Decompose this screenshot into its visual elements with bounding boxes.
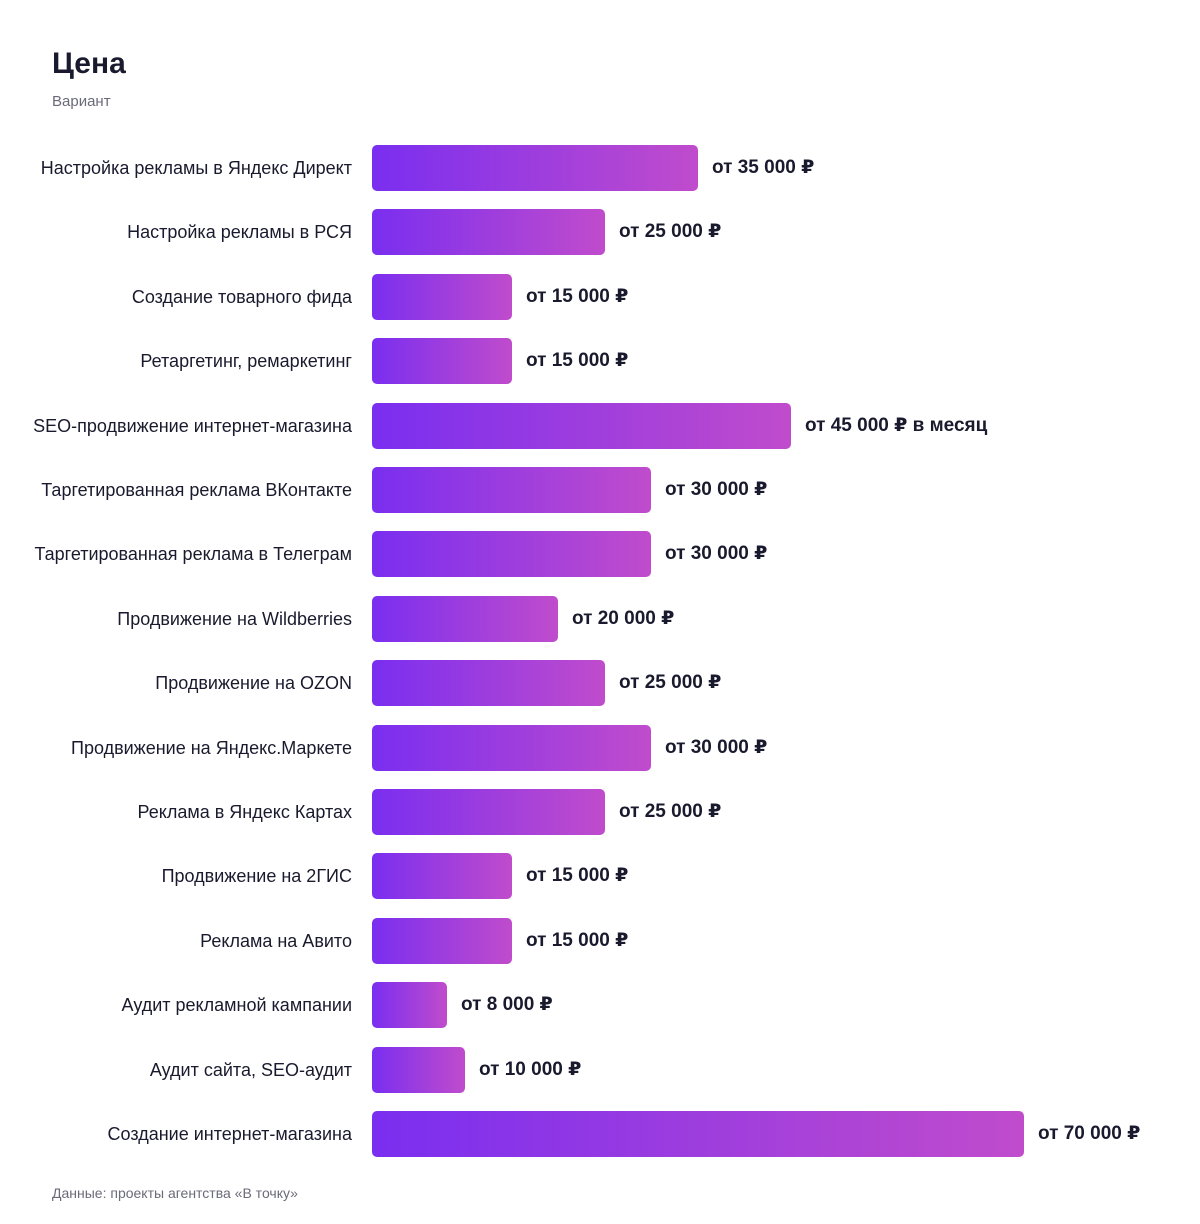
- value-label: от 15 000 ₽: [526, 930, 629, 951]
- chart-title: Цена: [52, 47, 126, 80]
- bar: [372, 467, 651, 513]
- value-label: от 10 000 ₽: [479, 1059, 582, 1080]
- category-label: Продвижение на Яндекс.Маркете: [71, 738, 352, 758]
- value-label: от 35 000 ₽: [712, 157, 815, 178]
- value-label: от 70 000 ₽: [1038, 1123, 1141, 1144]
- value-label: от 30 000 ₽: [665, 737, 768, 758]
- category-label: Продвижение на 2ГИС: [161, 866, 352, 886]
- bar: [372, 145, 698, 191]
- category-label: Аудит рекламной кампании: [121, 995, 352, 1015]
- chart-subtitle: Вариант: [52, 93, 111, 110]
- value-label: от 25 000 ₽: [619, 801, 722, 822]
- value-label: от 45 000 ₽ в месяц: [805, 415, 988, 436]
- category-label: Аудит сайта, SEO-аудит: [149, 1060, 352, 1080]
- category-label: Создание товарного фида: [131, 287, 352, 307]
- value-label: от 30 000 ₽: [665, 543, 768, 564]
- bar: [372, 596, 558, 642]
- category-label: Продвижение на OZON: [155, 673, 352, 693]
- category-label: Таргетированная реклама ВКонтакте: [41, 480, 352, 500]
- value-label: от 20 000 ₽: [572, 608, 675, 629]
- bar: [372, 403, 791, 449]
- value-label: от 25 000 ₽: [619, 672, 722, 693]
- bar: [372, 274, 512, 320]
- value-label: от 8 000 ₽: [461, 994, 553, 1015]
- category-label: Создание интернет-магазина: [107, 1124, 352, 1144]
- value-label: от 30 000 ₽: [665, 479, 768, 500]
- bar: [372, 1111, 1024, 1157]
- bar: [372, 338, 512, 384]
- category-label: Таргетированная реклама в Телеграм: [34, 544, 352, 564]
- category-label: Настройка рекламы в Яндекс Директ: [40, 158, 352, 178]
- value-label: от 15 000 ₽: [526, 350, 629, 371]
- bar: [372, 209, 605, 255]
- value-label: от 15 000 ₽: [526, 286, 629, 307]
- category-label: Ретаргетинг, ремаркетинг: [140, 351, 352, 371]
- category-label: Реклама на Авито: [200, 931, 352, 951]
- bar: [372, 660, 605, 706]
- bar: [372, 853, 512, 899]
- category-label: Реклама в Яндекс Картах: [137, 802, 352, 822]
- category-label: Продвижение на Wildberries: [117, 609, 352, 629]
- bar: [372, 1047, 465, 1093]
- bar: [372, 918, 512, 964]
- bar: [372, 725, 651, 771]
- bar: [372, 982, 447, 1028]
- value-label: от 15 000 ₽: [526, 865, 629, 886]
- bar: [372, 789, 605, 835]
- value-label: от 25 000 ₽: [619, 221, 722, 242]
- category-label: SEO-продвижение интернет-магазина: [33, 416, 352, 436]
- source-note: Данные: проекты агентства «В точку»: [52, 1185, 298, 1201]
- bar: [372, 531, 651, 577]
- category-label: Настройка рекламы в РСЯ: [127, 222, 352, 242]
